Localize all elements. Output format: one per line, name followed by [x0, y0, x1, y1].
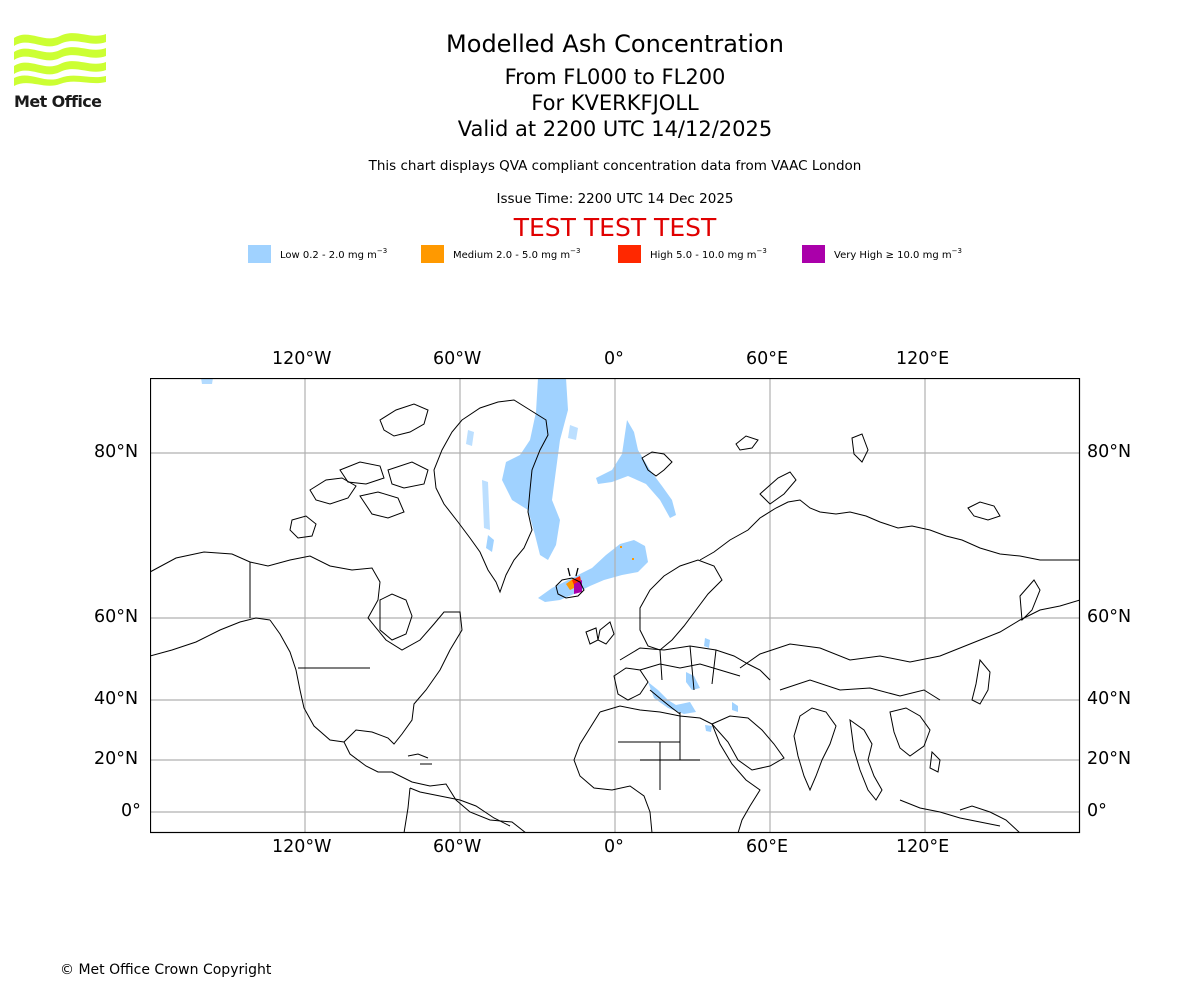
- legend-item-high: High 5.0 - 10.0 mg m−3: [618, 244, 767, 264]
- lon-label-top: 60°W: [433, 349, 482, 369]
- map-frame: [150, 378, 1081, 834]
- lat-label-right: 60°N: [1087, 607, 1132, 627]
- lon-label-bottom: 120°E: [896, 837, 950, 857]
- lat-label-left: 40°N: [94, 689, 139, 709]
- ash-low-regions: [201, 378, 738, 732]
- lat-label-right: 20°N: [1087, 749, 1132, 769]
- lon-label-top: 120°E: [896, 349, 950, 369]
- test-banner: TEST TEST TEST: [513, 213, 717, 242]
- legend-swatch-low: [248, 245, 271, 263]
- lat-label-left: 0°: [121, 801, 141, 821]
- lon-label-top: 120°W: [272, 349, 332, 369]
- lon-label-top: 0°: [604, 349, 624, 369]
- ash-concentration-map[interactable]: [150, 378, 1081, 834]
- logo-text: Met Office: [14, 92, 102, 111]
- legend-label: Medium 2.0 - 5.0 mg m−3: [453, 247, 581, 261]
- lat-label-right: 80°N: [1087, 442, 1132, 462]
- valid-time: Valid at 2200 UTC 14/12/2025: [457, 117, 773, 141]
- legend-label: High 5.0 - 10.0 mg m−3: [650, 247, 767, 261]
- lon-label-bottom: 60°E: [746, 837, 789, 857]
- volcano-marker-icon: [567, 567, 579, 577]
- gridlines: [150, 378, 1080, 833]
- lon-label-bottom: 0°: [604, 837, 624, 857]
- level-range: From FL000 to FL200: [504, 65, 726, 89]
- legend-item-medium: Medium 2.0 - 5.0 mg m−3: [421, 244, 580, 264]
- legend-swatch-very-high: [802, 245, 825, 263]
- chart-subtitle: From FL000 to FL200 For KVERKFJOLL Valid…: [0, 64, 1200, 142]
- met-office-logo: Met Office: [14, 30, 106, 112]
- copyright: © Met Office Crown Copyright: [60, 962, 272, 978]
- lat-label-left: 80°N: [94, 442, 139, 462]
- chart-description: This chart displays QVA compliant concen…: [368, 158, 862, 174]
- lat-label-left: 60°N: [94, 607, 139, 627]
- legend-item-very-high: Very High ≥ 10.0 mg m−3: [802, 244, 962, 264]
- lon-label-bottom: 60°W: [433, 837, 482, 857]
- lat-label-left: 20°N: [94, 749, 139, 769]
- legend-label: Low 0.2 - 2.0 mg m−3: [280, 247, 388, 261]
- legend-swatch-high: [618, 245, 641, 263]
- legend-item-low: Low 0.2 - 2.0 mg m−3: [248, 244, 387, 264]
- lon-label-top: 60°E: [746, 349, 789, 369]
- lat-label-right: 40°N: [1087, 689, 1132, 709]
- legend-swatch-medium: [421, 245, 444, 263]
- ash-high-regions: [566, 546, 634, 594]
- lat-label-right: 0°: [1087, 801, 1107, 821]
- volcano-name: For KVERKFJOLL: [531, 91, 699, 115]
- coastlines: [150, 399, 1080, 833]
- issue-time: Issue Time: 2200 UTC 14 Dec 2025: [496, 191, 734, 207]
- chart-title: Modelled Ash Concentration: [446, 30, 784, 58]
- lon-label-bottom: 120°W: [272, 837, 332, 857]
- met-office-waves-icon: [14, 33, 106, 86]
- legend-label: Very High ≥ 10.0 mg m−3: [834, 247, 962, 261]
